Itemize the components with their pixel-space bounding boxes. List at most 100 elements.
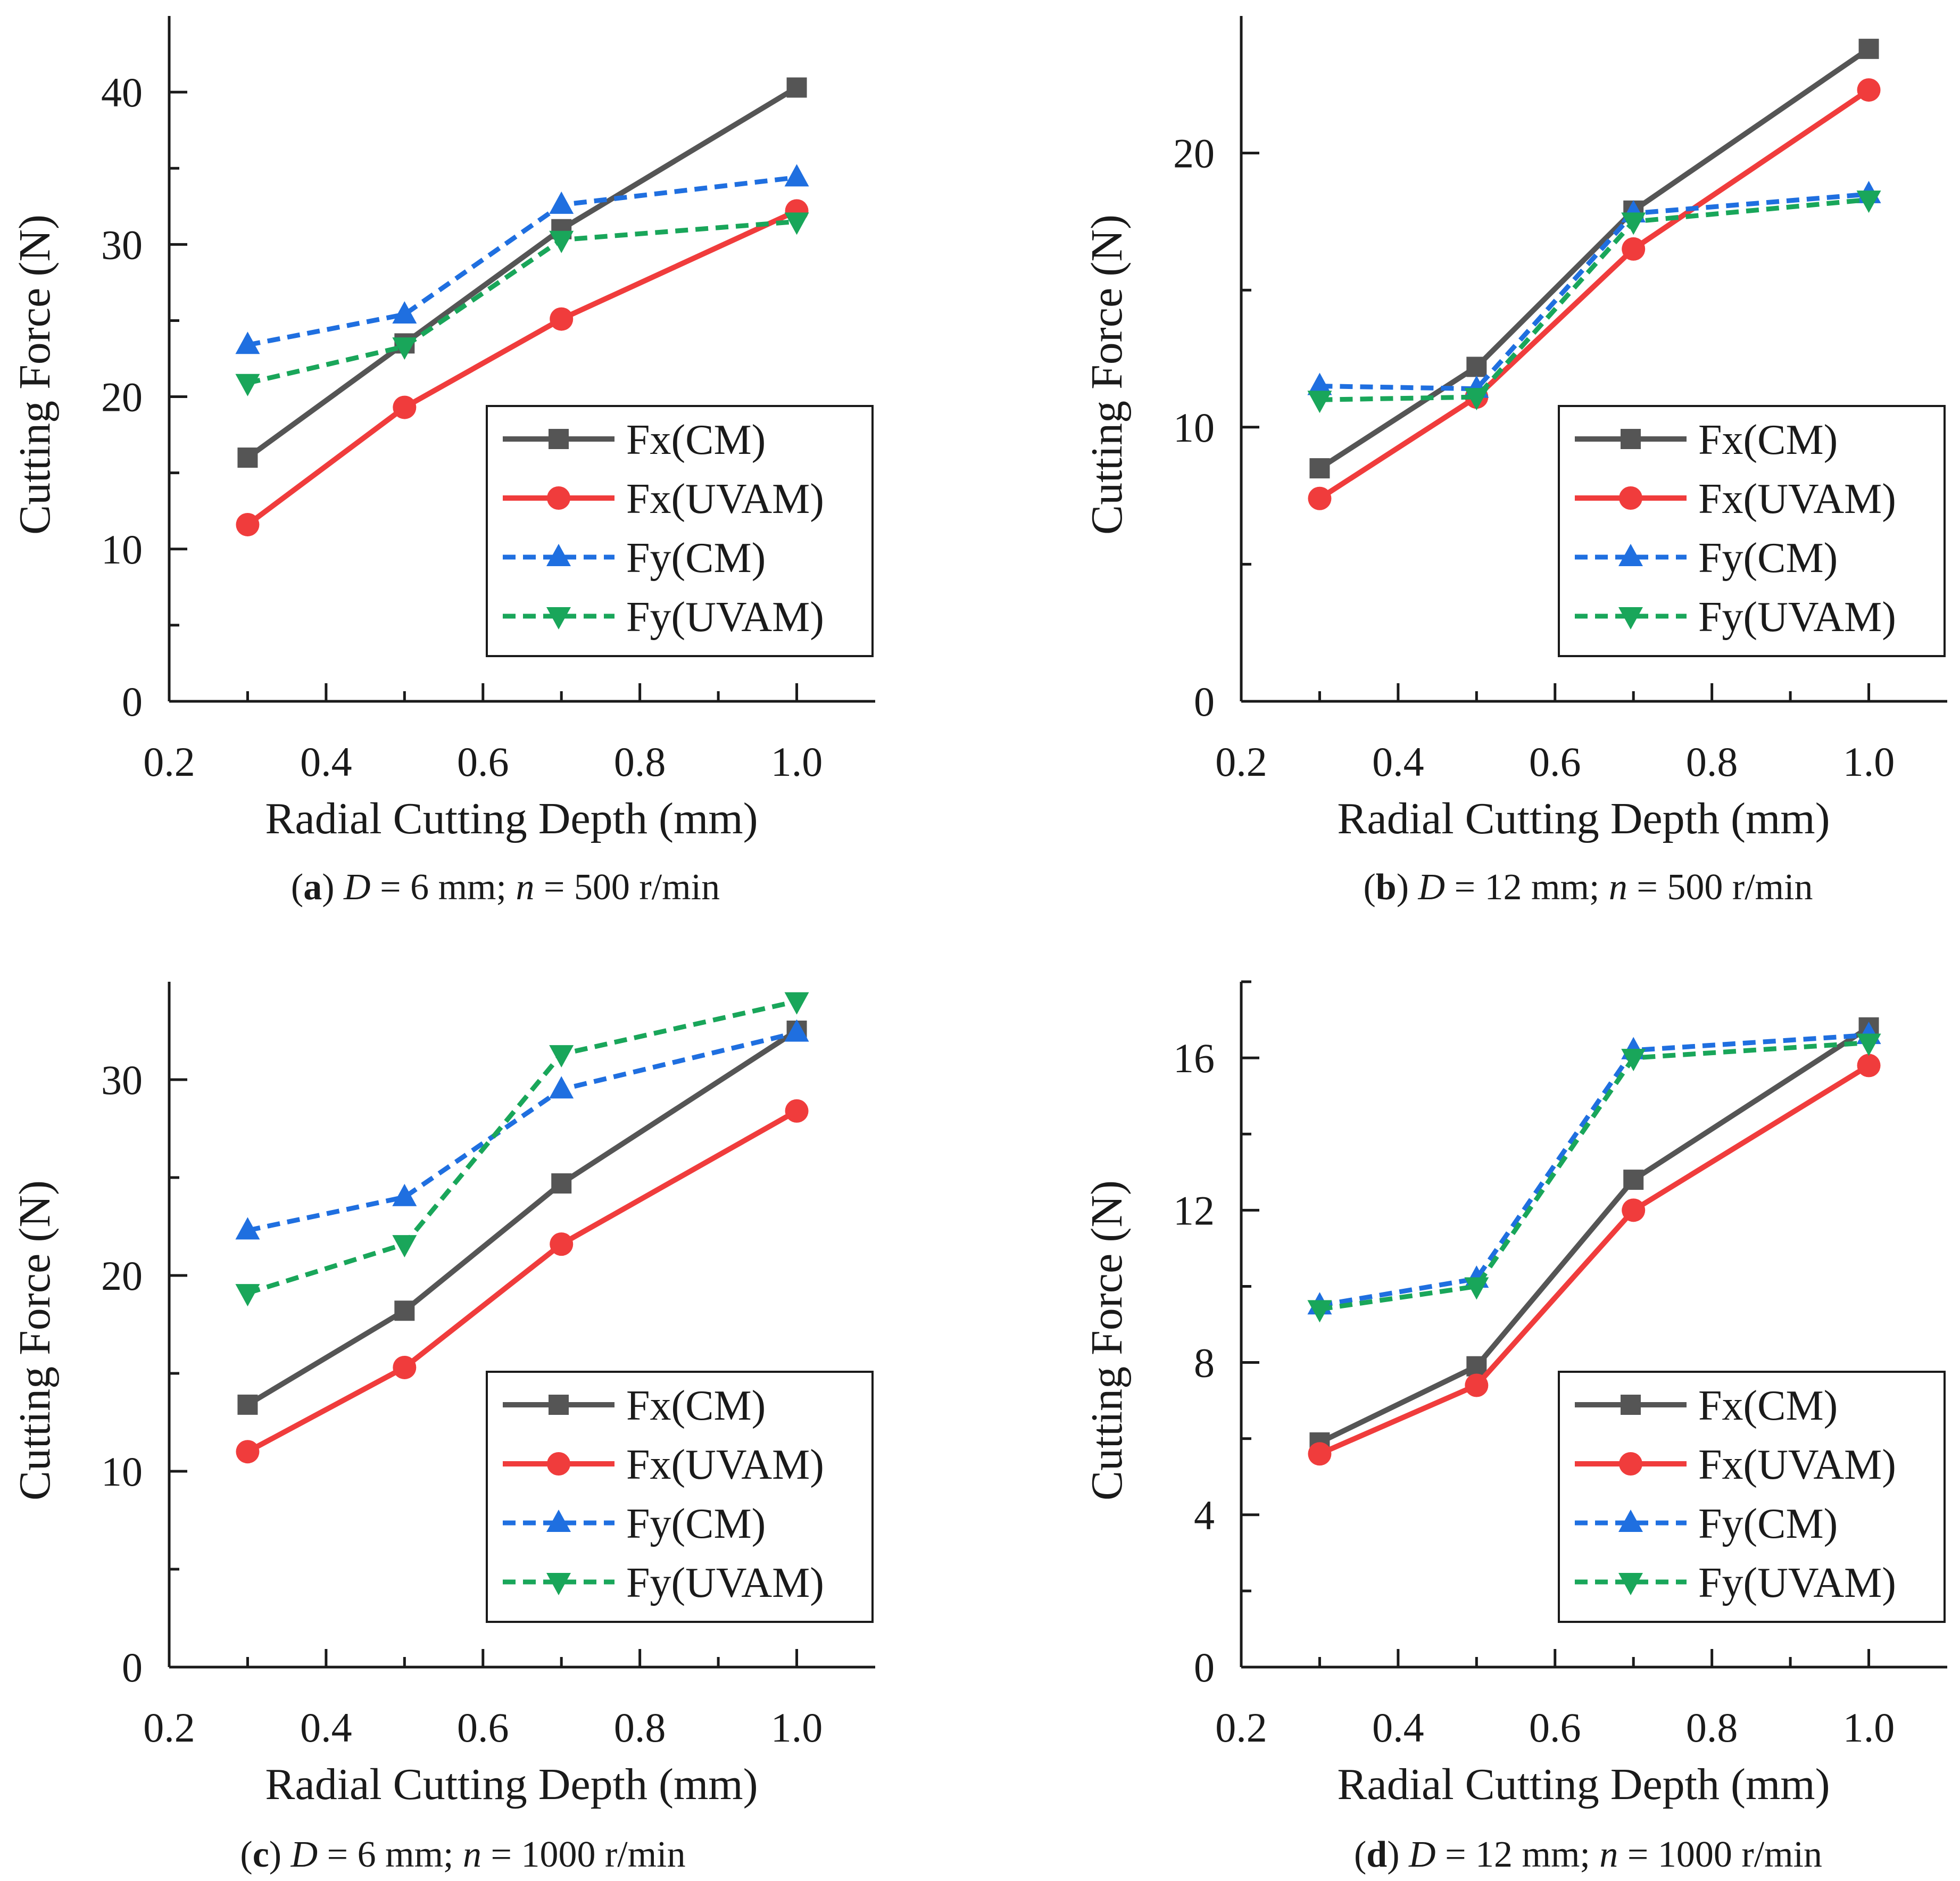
data-point (1309, 458, 1330, 479)
data-point (237, 448, 258, 468)
series-line (247, 1030, 798, 1233)
series-line (1319, 1032, 1869, 1308)
x-tick-label: 0.6 (457, 1704, 509, 1751)
x-tick-label: 0.2 (1215, 739, 1267, 785)
legend-label: Fy(UVAM) (1698, 1560, 1896, 1606)
data-point (392, 301, 417, 324)
x-tick-label: 1.0 (1843, 1704, 1895, 1751)
x-tick-label: 0.6 (457, 739, 509, 785)
legend-label: Fx(UVAM) (626, 476, 824, 523)
y-tick-label: 0 (1194, 678, 1215, 725)
data-point (1858, 38, 1879, 59)
x-tick-label: 1.0 (771, 1704, 823, 1751)
data-point (784, 164, 809, 187)
legend-label: Fy(CM) (1698, 535, 1838, 582)
legend-marker (1618, 544, 1643, 566)
data-point (784, 1019, 809, 1042)
series-line (246, 1108, 799, 1454)
data-point (549, 191, 574, 214)
x-tick-label: 0.6 (1529, 1704, 1581, 1751)
x-tick-label: 0.8 (1686, 1704, 1738, 1751)
chart-panel-d: 0 4 8 12 16 0.2 0.4 0.6 0.8 1.0 Radial Cutting Dep… (1082, 980, 1947, 1875)
legend-marker (1619, 1452, 1642, 1476)
caption-n-label: n (516, 867, 534, 908)
y-tick-label: 10 (101, 526, 143, 573)
x-tick-label: 0.8 (614, 1704, 666, 1751)
series-Fy(CM) (235, 164, 809, 354)
series-Fy(UVAM) (1307, 190, 1881, 413)
data-point (551, 1173, 572, 1194)
data-point (1307, 372, 1332, 395)
legend-marker (549, 1395, 569, 1415)
y-axis-title: Cutting Force (N) (1082, 1180, 1132, 1501)
series-Fx(CM) (1309, 1017, 1879, 1453)
x-axis-title: Radial Cutting Depth (mm) (265, 794, 758, 843)
caption-n-value: = 1000 r/min (481, 1834, 686, 1875)
caption-letter: c (253, 1834, 269, 1875)
data-point (549, 230, 574, 253)
series-line (1319, 1040, 1869, 1312)
series-Fy(UVAM) (235, 212, 809, 396)
legend-marker (547, 486, 570, 510)
data-point (1464, 388, 1489, 411)
caption-paren: ( (1354, 1834, 1366, 1875)
caption-n-value: = 500 r/min (1627, 867, 1813, 908)
legend-marker (1618, 1510, 1643, 1532)
x-axis-title: Radial Cutting Depth (mm) (1337, 794, 1830, 843)
series-line (246, 208, 798, 527)
panel-caption: (a) D = 6 mm; n = 500 r/min (291, 867, 720, 908)
legend-marker (1619, 486, 1642, 510)
data-point (392, 1235, 417, 1258)
x-tick-label: 0.4 (1372, 1704, 1424, 1751)
data-point (550, 307, 574, 331)
x-axis-title: Radial Cutting Depth (mm) (265, 1760, 758, 1809)
y-tick-label: 4 (1194, 1492, 1215, 1538)
y-tick-label: 16 (1173, 1035, 1215, 1081)
x-tick-label: 0.8 (614, 739, 666, 785)
caption-letter: a (303, 867, 322, 908)
chart-panel-a: 0 10 20 30 40 0.2 0.4 0.6 0.8 1.0 Radial Cutting D… (10, 16, 875, 908)
data-point (549, 1076, 574, 1099)
x-tick-label: 1.0 (1843, 739, 1895, 785)
y-tick-label: 30 (101, 221, 143, 268)
x-tick-label: 1.0 (771, 739, 823, 785)
chart-panel-b: 0 10 20 0.2 0.4 0.6 0.8 1.0 Radial Cutting Depth… (1082, 16, 1947, 908)
y-axis-title: Cutting Force (N) (10, 214, 60, 535)
y-tick-label: 0 (1194, 1644, 1215, 1691)
data-point (1465, 1373, 1489, 1397)
data-point (550, 1232, 574, 1256)
y-axis-title: Cutting Force (N) (1082, 214, 1132, 535)
legend-marker (546, 1510, 571, 1532)
legend-marker (1618, 1573, 1643, 1595)
series-line (246, 85, 799, 460)
data-point (1622, 237, 1646, 261)
y-tick-label: 0 (122, 1644, 143, 1691)
legend-marker (1618, 607, 1643, 629)
legend-label: Fy(CM) (626, 1501, 766, 1547)
series-line (1318, 1063, 1871, 1456)
data-point (1857, 78, 1881, 102)
caption-d-value: = 12 mm; (1445, 867, 1609, 908)
data-point (1623, 1170, 1644, 1190)
chart-panel-c: 0 10 20 30 0.2 0.4 0.6 0.8 1.0 Radial Cutting Dep… (10, 982, 875, 1875)
y-tick-label: 30 (101, 1057, 143, 1103)
legend-label: Fy(UVAM) (626, 1560, 824, 1606)
series-Fx(CM) (237, 1021, 807, 1415)
data-point (393, 395, 417, 419)
caption-paren: ( (291, 867, 303, 908)
series-line (1318, 1025, 1871, 1445)
caption-n-value: = 500 r/min (534, 867, 720, 908)
caption-paren: ) (322, 867, 344, 908)
x-tick-label: 0.4 (1372, 739, 1424, 785)
data-point (1621, 1049, 1646, 1072)
data-point (235, 1217, 260, 1240)
data-point (1466, 357, 1487, 377)
legend-marker (546, 544, 571, 566)
legend-marker (546, 1573, 571, 1595)
caption-paren: ( (240, 1834, 252, 1875)
legend-marker (546, 607, 571, 629)
series-line (246, 1028, 799, 1407)
series-Fx(CM) (1309, 38, 1879, 479)
y-tick-label: 20 (101, 1253, 143, 1299)
series-line (1318, 46, 1871, 471)
